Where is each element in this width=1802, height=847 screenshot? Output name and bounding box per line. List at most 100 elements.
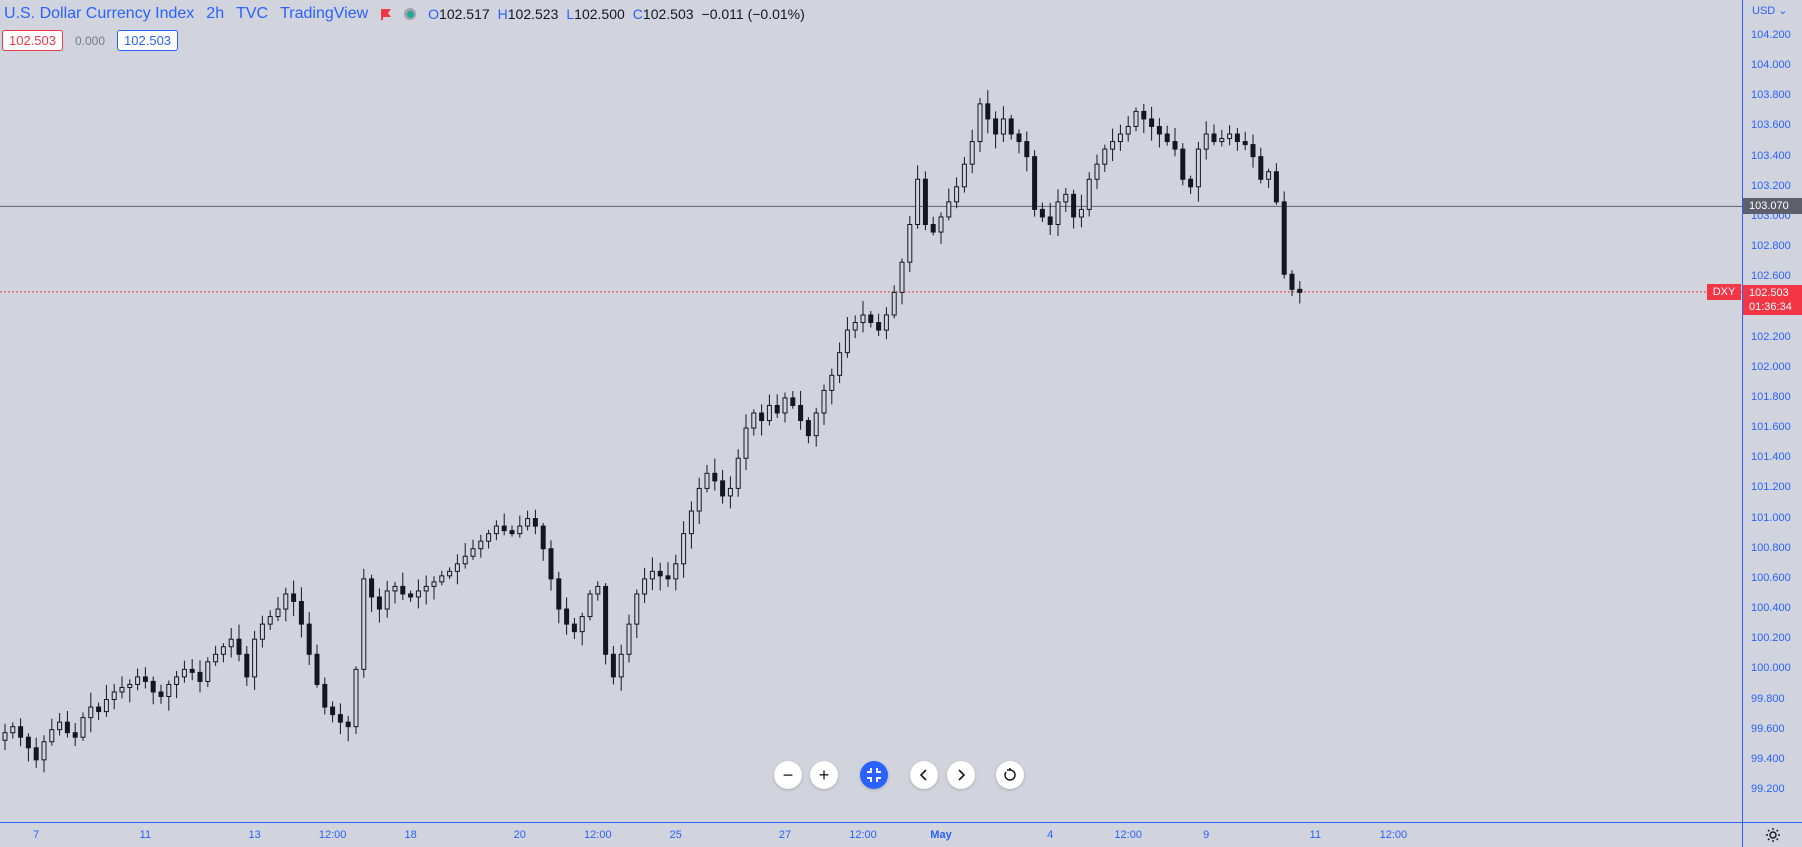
- candle-up: [860, 314, 866, 324]
- candle-down: [790, 397, 796, 406]
- status-dot-icon: [404, 8, 417, 20]
- symbol-name[interactable]: U.S. Dollar Currency Index: [4, 5, 195, 22]
- chart-pane[interactable]: [0, 0, 1742, 822]
- candle-down: [337, 714, 343, 723]
- candle-up: [1086, 178, 1092, 210]
- candle-down: [774, 404, 780, 414]
- candle-up: [41, 741, 47, 761]
- settings-gear-icon[interactable]: [1765, 827, 1781, 843]
- close-key: C: [632, 6, 643, 22]
- candle-up: [478, 540, 484, 550]
- price-tick-label: 100.600: [1751, 571, 1791, 584]
- candle-up: [634, 593, 640, 625]
- candle-up: [891, 291, 897, 316]
- candle-down: [150, 680, 156, 693]
- time-axis[interactable]: 7 11 13 12:00 18 20 12:00 25 27 12:00 May 4 12:00 9 11…: [0, 822, 1742, 847]
- candle-up: [1195, 148, 1201, 188]
- symbol-legend: U.S. Dollar Currency Index 2h TVC Tradin…: [4, 4, 805, 24]
- price-tick-label: 102.000: [1751, 360, 1791, 373]
- candle-down: [759, 412, 765, 422]
- candle-up: [1203, 133, 1209, 150]
- price-tick-label: 99.200: [1751, 783, 1785, 795]
- candle-up: [579, 616, 585, 633]
- open-value: 102.517: [439, 6, 490, 22]
- candle-up: [392, 585, 398, 592]
- price-tick-label: 100.000: [1751, 662, 1791, 675]
- price-tick-label: 103.200: [1751, 179, 1791, 192]
- candle-down: [556, 578, 562, 610]
- candle-down: [571, 623, 577, 633]
- candle-up: [696, 487, 702, 512]
- candle-up: [1133, 110, 1139, 127]
- ohlc-values: O102.517 H102.523 L102.500 C102.503 −0.0…: [428, 6, 805, 22]
- candle-up: [751, 412, 757, 429]
- sell-price-button[interactable]: 102.503: [2, 30, 63, 51]
- candle-up: [883, 314, 889, 331]
- candle-down: [1180, 148, 1186, 180]
- interval-label[interactable]: 2h: [206, 5, 225, 22]
- zoom-in-button[interactable]: +: [810, 761, 838, 789]
- candle-up: [220, 646, 226, 655]
- candle-down: [1032, 156, 1038, 210]
- current-price-value: 102.503: [1749, 286, 1789, 299]
- candle-down: [501, 525, 507, 532]
- price-tick-label: 99.600: [1751, 722, 1785, 735]
- candle-down: [158, 691, 164, 698]
- time-tick-label: 4: [1047, 829, 1054, 841]
- candle-up: [1117, 133, 1123, 143]
- candle-up: [213, 653, 219, 663]
- candle-up: [493, 525, 499, 535]
- price-tick-label: 104.000: [1751, 59, 1791, 72]
- buy-price-button[interactable]: 102.503: [117, 30, 179, 51]
- zoom-out-button[interactable]: −: [774, 761, 802, 789]
- candle-up: [470, 548, 476, 557]
- candle-up: [454, 563, 460, 572]
- candle-up: [127, 683, 133, 688]
- time-tick-label: 12:00: [318, 829, 347, 841]
- candle-up: [174, 676, 180, 685]
- price-tick-label: 101.000: [1751, 511, 1791, 524]
- horizontal-line-price-tag: 103.070: [1743, 198, 1802, 215]
- candle-up: [829, 374, 835, 391]
- candle-down: [1008, 118, 1014, 135]
- candle-down: [376, 596, 382, 610]
- reset-scale-icon: [867, 768, 881, 782]
- candle-up: [642, 578, 648, 595]
- candle-down: [930, 224, 936, 233]
- flag-icon[interactable]: [380, 8, 392, 20]
- candle-down: [1172, 141, 1178, 150]
- candle-down: [142, 676, 148, 682]
- candle-down: [548, 548, 554, 580]
- candle-down: [1156, 125, 1162, 135]
- time-tick-label: 20: [513, 829, 526, 841]
- price-tick-label: 103.400: [1751, 149, 1791, 162]
- price-axis[interactable]: 104.200 104.000 103.800 103.600 103.400 103.2…: [1742, 0, 1802, 822]
- reset-scale-button[interactable]: [860, 761, 888, 789]
- candle-down: [1016, 133, 1022, 143]
- candle-down: [1273, 171, 1279, 203]
- candle-down: [314, 653, 320, 685]
- scroll-right-button[interactable]: [947, 761, 975, 789]
- candle-down: [665, 575, 671, 580]
- spread-value: 0.000: [75, 33, 106, 48]
- currency-label: USD: [1752, 5, 1776, 17]
- candle-up: [57, 721, 63, 731]
- scroll-left-button[interactable]: [910, 761, 938, 789]
- candle-up: [1055, 201, 1061, 226]
- chart-navigation: − +: [0, 761, 1742, 791]
- candle-down: [509, 530, 515, 535]
- reset-chart-button[interactable]: [996, 761, 1024, 789]
- candle-up: [837, 352, 843, 376]
- candle-down: [1289, 273, 1295, 290]
- candle-up: [384, 590, 390, 610]
- candle-up: [1110, 141, 1116, 150]
- time-tick-label: 18: [404, 829, 417, 841]
- candle-down: [532, 518, 538, 527]
- candlestick-chart[interactable]: [0, 0, 1742, 822]
- currency-button[interactable]: USD ⌄: [1752, 4, 1788, 17]
- candle-down: [922, 178, 928, 225]
- scroll-left-icon: [919, 769, 927, 781]
- chevron-down-icon: ⌄: [1778, 5, 1788, 17]
- candle-up: [852, 322, 858, 331]
- candle-up: [907, 224, 913, 263]
